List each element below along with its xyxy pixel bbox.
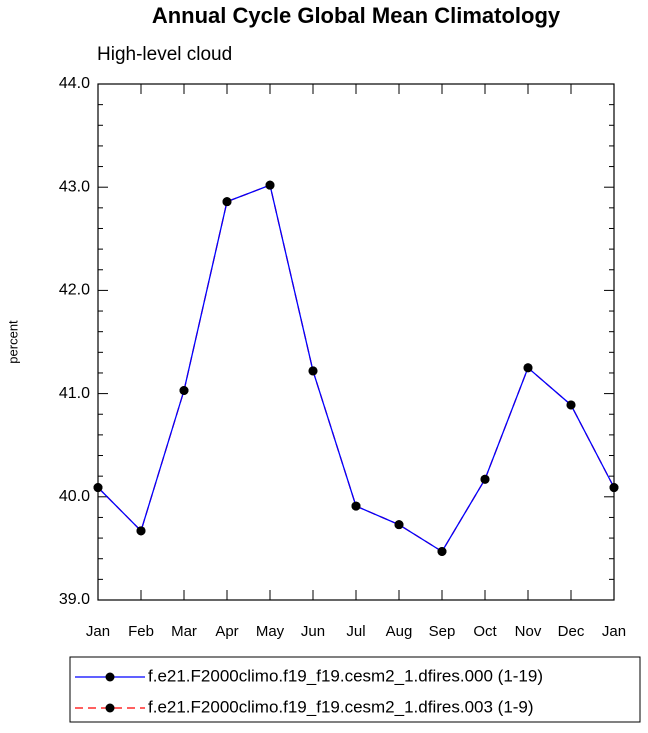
x-tick-label: Mar [171, 623, 197, 640]
x-tick-label: Jan [602, 623, 626, 640]
legend-label: f.e21.F2000climo.f19_f19.cesm2_1.dfires.… [148, 666, 543, 685]
data-point [480, 474, 490, 484]
y-tick-label: 41.0 [59, 385, 90, 402]
legend-marker [105, 672, 115, 682]
data-point [523, 363, 533, 373]
x-tick-label: Jan [86, 623, 110, 640]
plot-frame [97, 83, 615, 601]
x-tick-label: May [256, 623, 285, 640]
data-point [566, 400, 576, 410]
data-point [437, 546, 447, 556]
y-tick-label: 42.0 [59, 282, 90, 299]
data-point [394, 520, 404, 530]
data-point [93, 483, 103, 493]
x-tick-label: Nov [515, 623, 542, 640]
data-point [265, 180, 275, 190]
chart-title: Annual Cycle Global Mean Climatology [152, 3, 561, 28]
data-point [609, 483, 619, 493]
data-point [351, 501, 361, 511]
x-tick-label: Feb [128, 623, 154, 640]
y-tick-label: 39.0 [59, 591, 90, 608]
legend-marker [105, 703, 115, 713]
x-tick-label: Jun [301, 623, 325, 640]
data-point [136, 526, 146, 536]
series-line [97, 184, 615, 553]
x-tick-label: Jul [346, 623, 365, 640]
series-line [97, 184, 615, 553]
data-point [308, 366, 318, 376]
x-tick-label: Sep [429, 623, 456, 640]
subtitle: High-level cloud [97, 44, 232, 65]
data-point [222, 197, 232, 207]
data-point [179, 386, 189, 396]
legend-label: f.e21.F2000climo.f19_f19.cesm2_1.dfires.… [148, 697, 534, 716]
y-tick-label: 40.0 [59, 488, 90, 505]
x-tick-label: Dec [558, 623, 585, 640]
y-tick-label: 44.0 [59, 75, 90, 92]
x-tick-label: Oct [473, 623, 497, 640]
x-tick-label: Aug [386, 623, 413, 640]
y-axis-label: percent [5, 320, 20, 364]
x-tick-label: Apr [215, 623, 238, 640]
legend-box [69, 656, 641, 723]
y-tick-label: 43.0 [59, 178, 90, 195]
